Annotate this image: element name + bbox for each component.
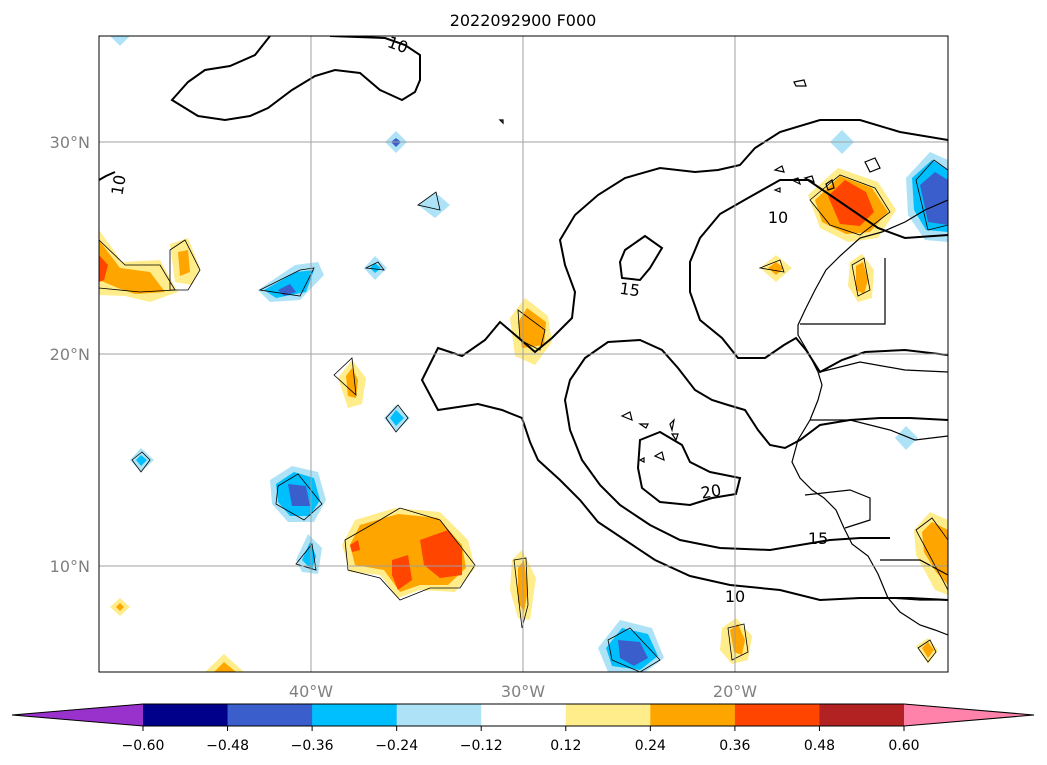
colorbar: −0.60 −0.48 −0.36 −0.24 −0.12 0.12 0.24 0.36 0.4… bbox=[11, 703, 1035, 754]
lat-tick-labels: 30°N 20°N 10°N bbox=[50, 133, 90, 576]
colorbar-tick-label: −0.12 bbox=[460, 738, 503, 754]
contour-label: 15 bbox=[808, 529, 828, 548]
map-frame bbox=[98, 35, 949, 673]
colorbar-bin bbox=[481, 704, 567, 726]
contour-labels: 10 10 10 15 20 15 10 bbox=[107, 32, 828, 606]
anomaly-shading bbox=[99, 36, 948, 672]
colorbar-tick-label: 0.36 bbox=[719, 738, 750, 754]
colorbar-tick-label: −0.60 bbox=[122, 738, 165, 754]
colorbar-bin bbox=[819, 704, 905, 726]
colorbar-tick-label: 0.24 bbox=[635, 738, 666, 754]
colorbar-under-extension bbox=[12, 704, 143, 726]
lon-tick-labels: 40°W 30°W 20°W bbox=[289, 682, 757, 701]
colorbar-bin bbox=[734, 704, 820, 726]
colorbar-tick-label: 0.12 bbox=[550, 738, 581, 754]
gridlines bbox=[99, 36, 948, 672]
lat-tick-label: 30°N bbox=[50, 133, 90, 152]
colorbar-tick-label: −0.24 bbox=[375, 738, 418, 754]
contour-label: 10 bbox=[725, 587, 745, 606]
colorbar-bin bbox=[312, 704, 398, 726]
lon-tick-label: 20°W bbox=[713, 682, 757, 701]
map-title: 2022092900 F000 bbox=[450, 11, 597, 30]
contour-label: 10 bbox=[107, 173, 129, 196]
colorbar-tick-label: 0.48 bbox=[804, 738, 835, 754]
contour-label: 20 bbox=[699, 480, 722, 502]
colorbar-bin bbox=[565, 704, 651, 726]
lon-tick-label: 40°W bbox=[289, 682, 333, 701]
colorbar-bin bbox=[650, 704, 736, 726]
lon-tick-label: 30°W bbox=[501, 682, 545, 701]
map-area: 10 10 10 15 20 15 10 bbox=[99, 32, 948, 672]
coastline bbox=[498, 79, 948, 636]
colorbar-over-extension bbox=[904, 704, 1034, 726]
lat-tick-label: 20°N bbox=[50, 345, 90, 364]
contour-label: 15 bbox=[618, 279, 641, 301]
colorbar-bin bbox=[227, 704, 313, 726]
colorbar-tick-label: 0.60 bbox=[888, 738, 919, 754]
contour-label: 10 bbox=[768, 208, 788, 227]
colorbar-bin bbox=[396, 704, 482, 726]
contour-label: 10 bbox=[385, 32, 411, 57]
colorbar-tick-label: −0.36 bbox=[291, 738, 334, 754]
anomaly-outlines bbox=[99, 159, 948, 672]
colorbar-tick-label: −0.48 bbox=[206, 738, 249, 754]
lat-tick-label: 10°N bbox=[50, 557, 90, 576]
colorbar-bin bbox=[143, 704, 229, 726]
